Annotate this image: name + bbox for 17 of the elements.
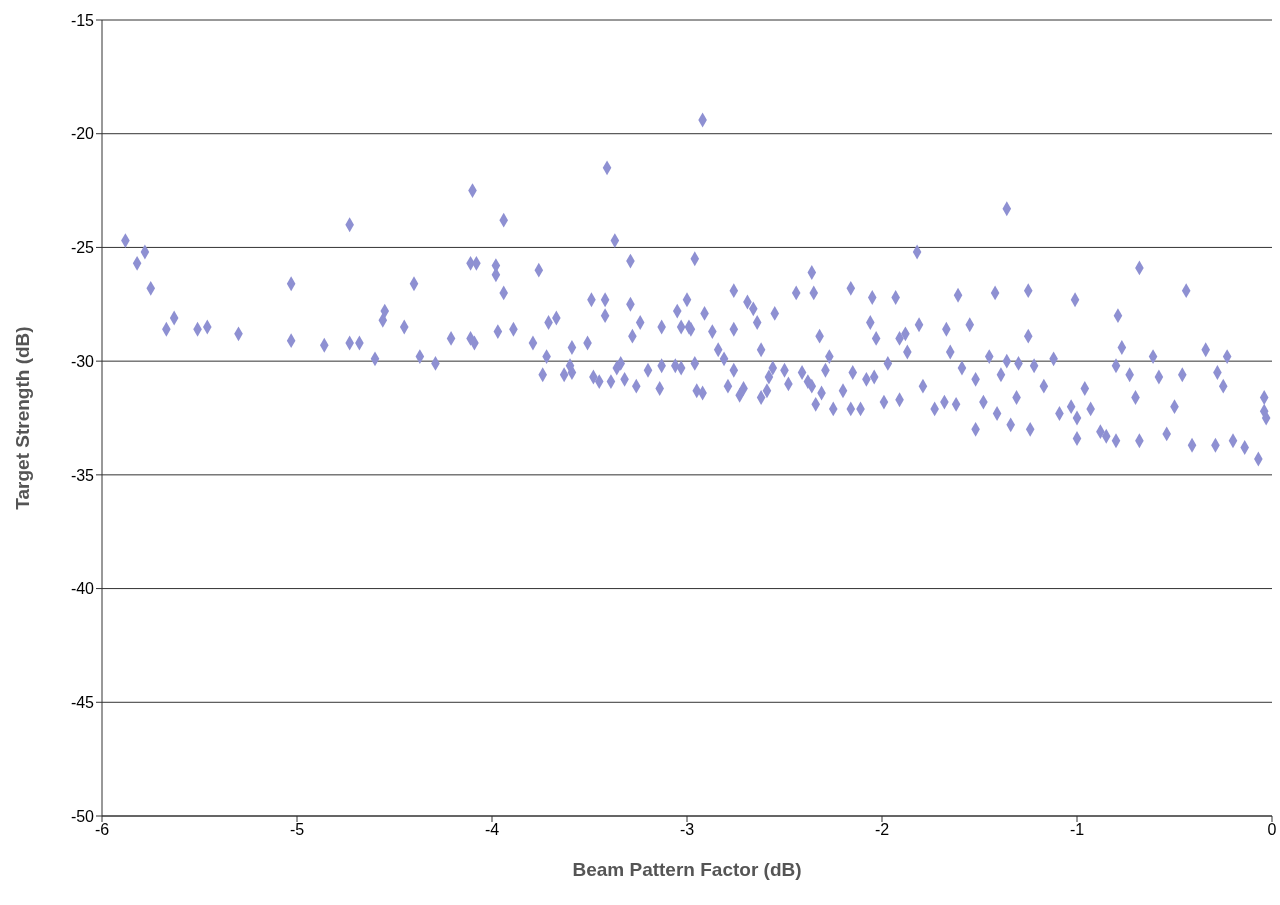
y-tick-label: -20 [70,125,95,143]
y-tick-label: -25 [70,239,95,257]
y-axis-title: Target Strength (dB) [11,326,33,510]
y-tick-label: -15 [70,11,95,29]
x-tick-label: -3 [679,821,695,839]
y-tick-label: -45 [70,693,95,711]
y-tick-label: -35 [70,466,95,484]
y-tick-label: -50 [70,807,95,825]
x-axis-title: Beam Pattern Factor (dB) [572,859,802,880]
x-tick-label: -4 [484,821,500,839]
y-tick-label: -40 [70,580,95,598]
x-tick-label: 0 [1267,821,1277,839]
x-tick-label: -2 [874,821,890,839]
x-tick-label: -1 [1069,821,1085,839]
y-tick-label: -30 [70,352,95,370]
x-tick-label: -5 [289,821,305,839]
x-tick-label: -6 [94,821,110,839]
